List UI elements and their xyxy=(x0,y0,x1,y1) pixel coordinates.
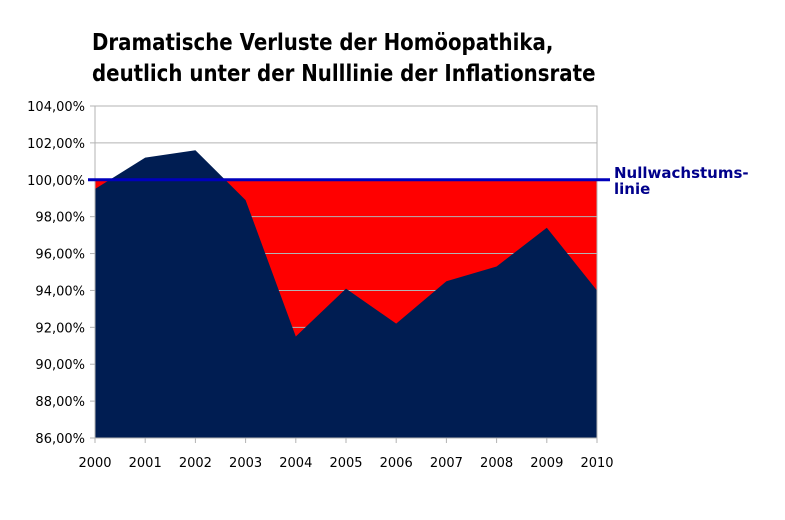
series-area-layer xyxy=(95,150,597,438)
x-tick-label: 2010 xyxy=(580,456,613,471)
series-area xyxy=(95,150,597,438)
x-tick-label: 2000 xyxy=(78,456,111,471)
y-tick-label: 104,00% xyxy=(27,100,85,115)
chart-title: Dramatische Verluste der Homöopathika, d… xyxy=(92,28,596,90)
y-tick-label: 96,00% xyxy=(35,248,85,263)
chart-title-line-2: deutlich unter der Nulllinie der Inflati… xyxy=(92,61,596,87)
reference-line-label: linie xyxy=(614,180,650,198)
y-tick-label: 92,00% xyxy=(35,321,85,336)
x-tick-label: 2004 xyxy=(279,456,312,471)
x-tick-label: 2009 xyxy=(530,456,563,471)
x-axis-tick-labels: 2000 2001 2002 2003 2004 2005 2006 2007 2008 2009… xyxy=(78,456,613,471)
y-tick-label: 98,00% xyxy=(35,211,85,226)
y-tick-label: 86,00% xyxy=(35,432,85,447)
reference-line-layer: Nullwachstums-linie xyxy=(88,164,749,198)
x-tick-label: 2006 xyxy=(380,456,413,471)
y-tick-label: 94,00% xyxy=(35,284,85,299)
chart-title-line-1: Dramatische Verluste der Homöopathika, xyxy=(92,30,554,56)
x-tick-label: 2007 xyxy=(430,456,463,471)
y-tick-label: 100,00% xyxy=(27,174,85,189)
x-tick-label: 2005 xyxy=(329,456,362,471)
x-tick-label: 2001 xyxy=(129,456,162,471)
y-tick-label: 90,00% xyxy=(35,358,85,373)
y-tick-label: 102,00% xyxy=(27,137,85,152)
x-tick-label: 2003 xyxy=(229,456,262,471)
x-tick-label: 2002 xyxy=(179,456,212,471)
y-axis-tick-labels: 86,00% 88,00% 90,00% 92,00% 94,00% 96,00% 98,0… xyxy=(27,100,85,447)
x-tick-label: 2008 xyxy=(480,456,513,471)
y-tick-label: 88,00% xyxy=(35,395,85,410)
reference-line-label: Nullwachstums- xyxy=(614,164,749,182)
